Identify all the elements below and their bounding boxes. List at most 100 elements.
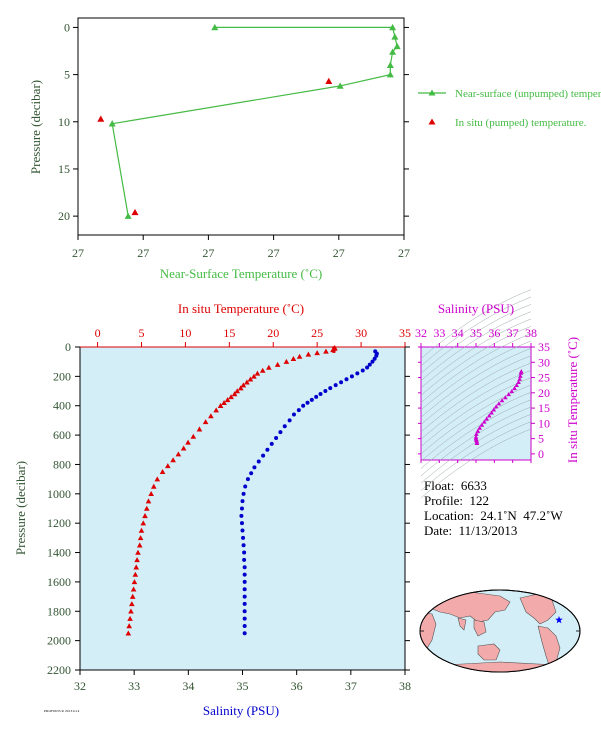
- profile-salinity-ticks: 32 33 34 35 36 37 38: [74, 670, 411, 693]
- profile-y-tick-label: 1400: [47, 546, 71, 560]
- profile-chart: 0 5 10 15 20 25 30 35 32 33 34 35 36 37 38 0 200 400 600…: [13, 301, 411, 718]
- temperature-point: [134, 557, 140, 563]
- near-surface-x-tick-label: 27: [202, 246, 214, 260]
- salinity-point: [242, 550, 247, 555]
- salinity-point: [242, 609, 247, 614]
- salinity-point: [252, 465, 257, 470]
- temperature-point: [137, 535, 144, 541]
- salinity-point: [245, 477, 250, 482]
- near-surface-y-tick-label: 15: [58, 162, 70, 176]
- temperature-point: [217, 402, 224, 408]
- ts-salinity-tick-label: 32: [415, 326, 427, 340]
- temperature-point: [138, 527, 145, 533]
- profile-temperature-tick-label: 15: [223, 326, 235, 340]
- salinity-point: [269, 441, 274, 446]
- ts-isopycnal: [420, 304, 532, 374]
- salinity-point: [282, 424, 287, 429]
- float-info: Float: 6633 Profile: 122 Location: 24.1˚…: [424, 478, 563, 538]
- profile-y-tick-label: 2200: [47, 663, 71, 677]
- profile-temperature-tick-label: 35: [399, 326, 411, 340]
- temperature-point: [150, 483, 157, 489]
- near-surface-point: [124, 212, 132, 219]
- near-surface-y-tick-label: 10: [58, 115, 70, 129]
- temperature-point: [240, 382, 247, 388]
- in-situ-point: [97, 115, 105, 122]
- ts-salinity-tick-label: 37: [507, 326, 519, 340]
- ts-salinity-tick-label: 34: [452, 326, 464, 340]
- star-icon: [555, 616, 563, 624]
- in-situ-point: [325, 77, 333, 85]
- temperature-point: [185, 439, 191, 445]
- temperature-point: [140, 520, 147, 526]
- temperature-point: [154, 476, 161, 482]
- profile-bottom-x-label: Salinity (PSU): [203, 703, 279, 718]
- ts-temperature-tick-label: 20: [538, 386, 550, 400]
- salinity-point: [241, 543, 246, 548]
- salinity-point: [249, 471, 254, 476]
- salinity-point: [242, 631, 247, 636]
- temperature-point: [126, 623, 132, 629]
- temperature-point: [314, 350, 320, 356]
- ts-point: [518, 369, 524, 374]
- ts-top-x-label: Salinity (PSU): [438, 301, 514, 316]
- ts-isopycnal: [420, 340, 532, 411]
- profile-y-tick-label: 2000: [47, 634, 71, 648]
- temperature-point: [130, 586, 137, 592]
- salinity-point: [349, 374, 354, 379]
- profile-y-tick-label: 0: [65, 340, 71, 354]
- temperature-point: [244, 379, 250, 385]
- salinity-point: [301, 403, 306, 408]
- salinity-point: [287, 418, 292, 423]
- ts-isopycnal: [420, 348, 532, 418]
- near-surface-point: [389, 48, 397, 55]
- temperature-point: [231, 391, 238, 397]
- salinity-point: [240, 499, 245, 504]
- salinity-point: [243, 484, 248, 489]
- temperature-point: [175, 451, 182, 457]
- ts-point: [496, 401, 502, 406]
- temperature-point: [208, 413, 214, 419]
- ts-point: [481, 419, 487, 424]
- near-surface-point: [211, 23, 219, 31]
- ts-salinity-ticks: 32 33 34 35 36 37 38: [415, 326, 537, 463]
- temperature-point: [254, 370, 261, 376]
- temperature-point: [221, 399, 227, 406]
- temperature-point: [125, 630, 132, 636]
- ts-point: [484, 416, 489, 421]
- profile-salinity-tick-label: 34: [182, 679, 194, 693]
- profile-temperature-tick-label: 5: [138, 326, 144, 340]
- ts-point: [493, 404, 499, 409]
- near-surface-legend: Near-surface (unpumped) temperature. In …: [418, 88, 601, 129]
- near-surface-x-tick-label: 27: [333, 246, 345, 260]
- ts-point: [516, 379, 521, 384]
- ts-point: [503, 395, 508, 400]
- near-surface-x-tick-label: 27: [268, 246, 280, 260]
- salinity-point: [242, 601, 247, 606]
- temperature-point: [128, 608, 134, 614]
- near-surface-series: [97, 23, 401, 219]
- temperature-point: [136, 542, 143, 548]
- ts-point: [475, 428, 481, 433]
- ts-isopycnal: [420, 399, 532, 469]
- salinity-point: [242, 565, 247, 570]
- near-surface-y-tick-label: 20: [58, 209, 70, 223]
- ts-point: [474, 431, 479, 436]
- profile-temperature-tick-label: 20: [267, 326, 279, 340]
- temperature-point: [148, 491, 154, 497]
- near-surface-point: [108, 120, 116, 127]
- profile-salinity-tick-label: 36: [291, 679, 303, 693]
- salinity-point: [241, 491, 246, 496]
- world-map: [419, 589, 581, 673]
- ts-salinity-tick-label: 38: [525, 326, 537, 340]
- temperature-point: [127, 615, 133, 621]
- ts-temperature-tick-label: 30: [538, 355, 550, 369]
- float-id: Float: 6633: [424, 478, 487, 493]
- salinity-point: [370, 359, 375, 364]
- profile-salinity-tick-label: 33: [128, 679, 140, 693]
- near-surface-x-tick-label: 27: [72, 246, 84, 260]
- date: Date: 11/13/2013: [424, 523, 518, 538]
- salinity-point: [242, 623, 247, 628]
- ts-isopycnal: [420, 296, 532, 367]
- temperature-point: [135, 549, 141, 555]
